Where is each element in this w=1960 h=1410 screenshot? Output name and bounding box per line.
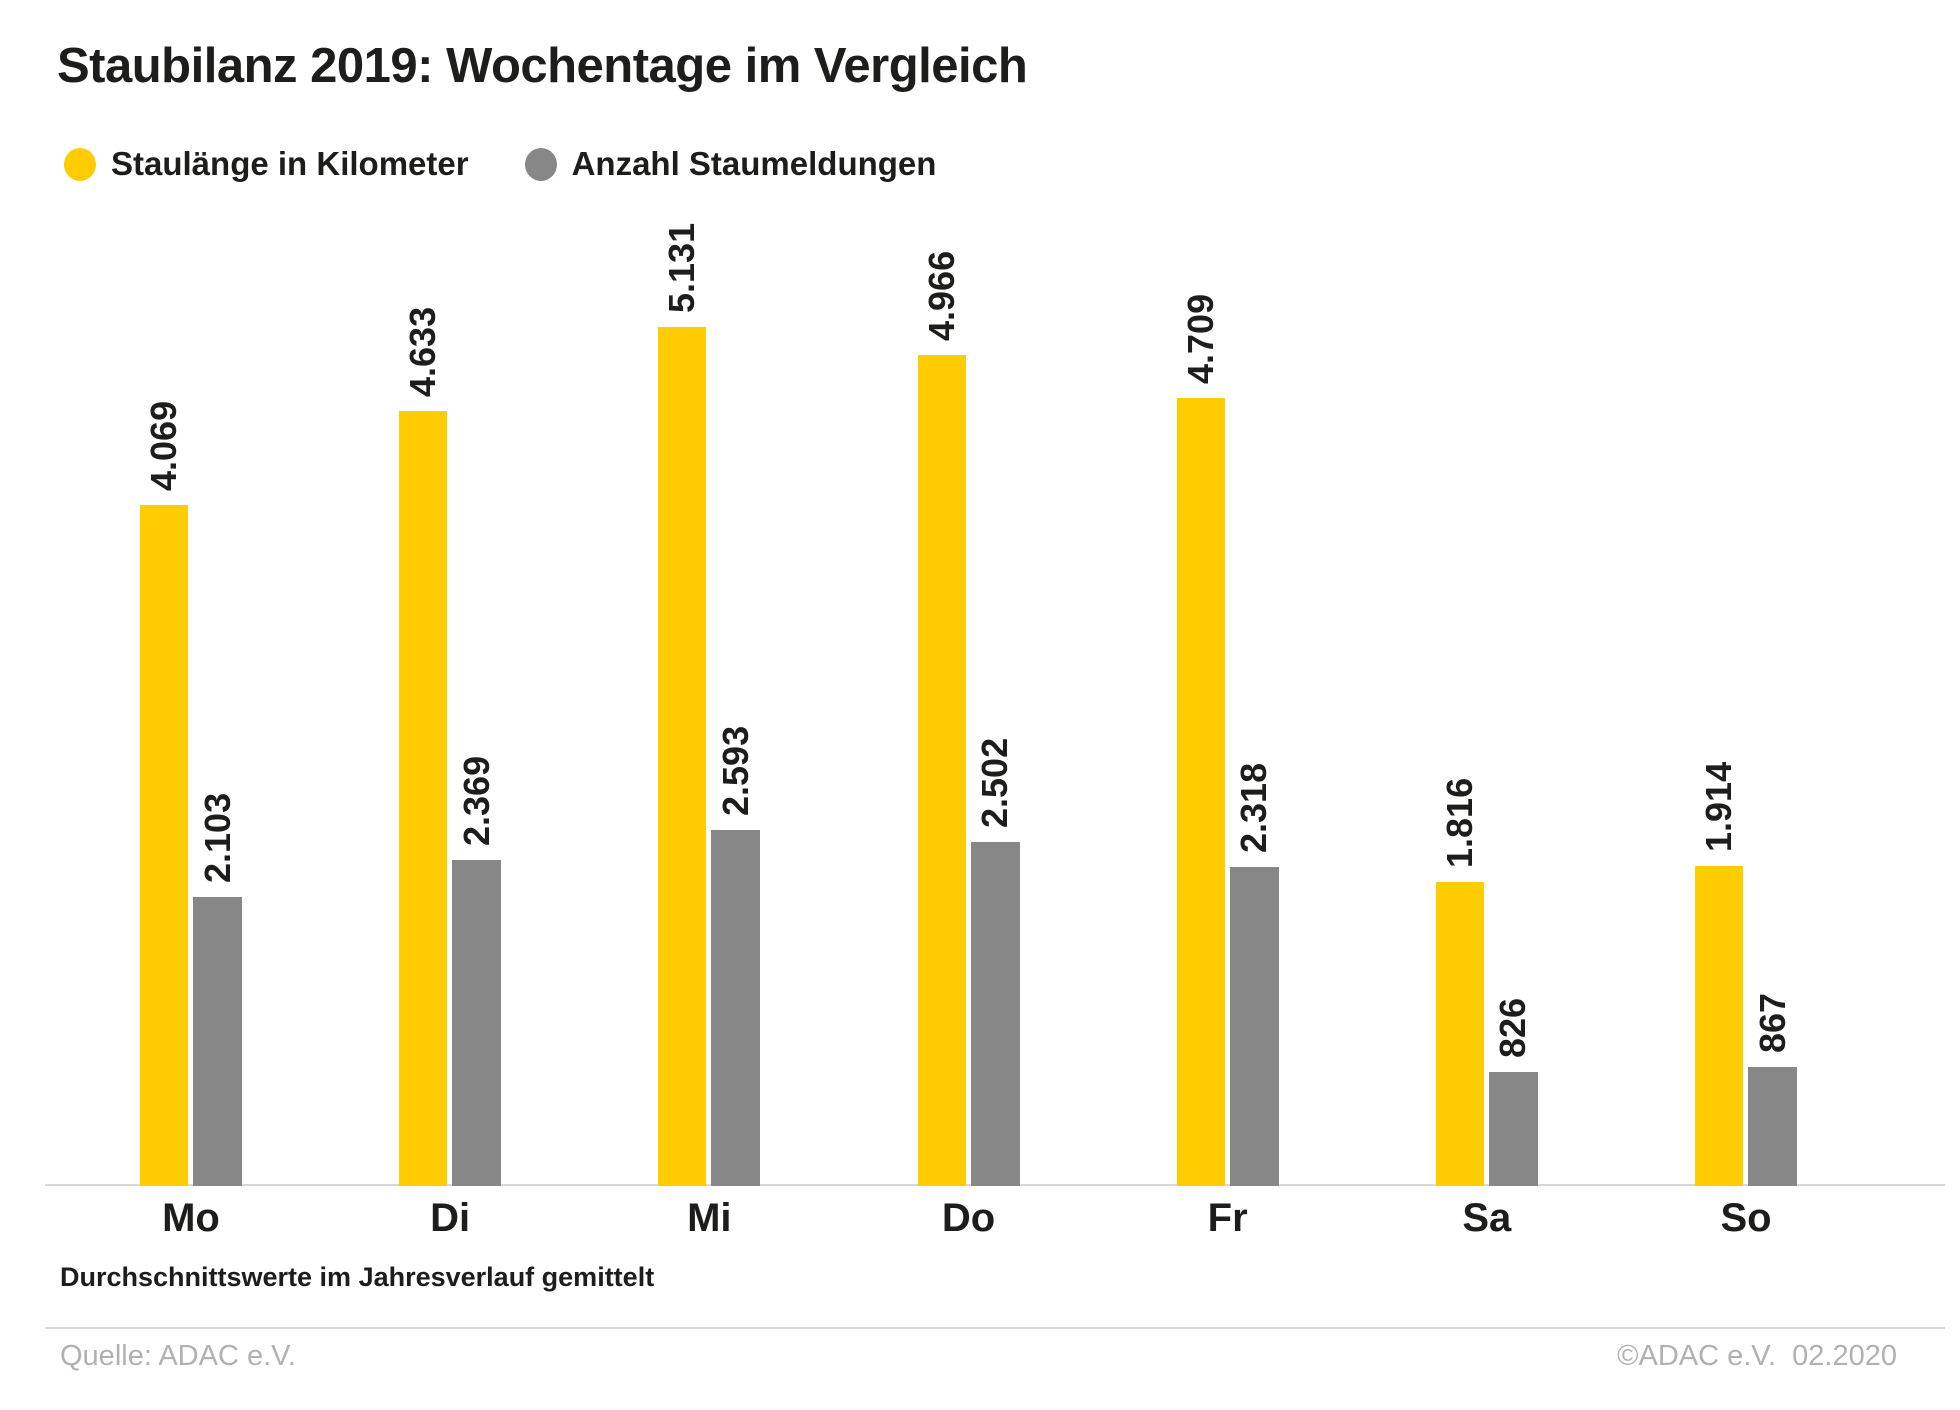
value-label-staumeldungen-di: 2.369 <box>455 755 497 846</box>
bar-staumeldungen-mo <box>193 897 242 1186</box>
x-axis-label-do: Do <box>941 1196 996 1240</box>
bar-staulaenge-sa <box>1435 882 1484 1186</box>
bar-staulaenge-do <box>917 355 966 1186</box>
value-label-staumeldungen-so: 867 <box>1751 992 1793 1053</box>
bar-staumeldungen-mi <box>711 830 761 1186</box>
bar-staulaenge-mo <box>140 505 188 1186</box>
bar-staumeldungen-so <box>1748 1067 1798 1186</box>
footer-separator-line <box>45 1327 1945 1329</box>
value-label-staumeldungen-do: 2.502 <box>974 737 1015 828</box>
footer-copyright: ©ADAC e.V. 02.2020 <box>1617 1340 1897 1372</box>
value-label-staumeldungen-mo: 2.103 <box>196 792 238 883</box>
legend-item-staumeldungen: Anzahl Staumeldungen <box>524 145 937 183</box>
value-label-staumeldungen-mi: 2.593 <box>714 725 756 816</box>
value-label-staulaenge-so: 1.914 <box>1698 761 1740 852</box>
gray-dot-icon <box>524 147 557 181</box>
bar-staulaenge-fr <box>1176 398 1225 1186</box>
bar-staumeldungen-fr <box>1229 867 1279 1186</box>
chart-footnote: Durchschnittswerte im Jahresverlauf gemi… <box>60 1262 655 1292</box>
x-axis-label-sa: Sa <box>1462 1196 1512 1240</box>
value-label-staulaenge-mo: 4.069 <box>143 400 184 491</box>
bar-staulaenge-so <box>1695 866 1744 1186</box>
legend-item-staulaenge: Staulänge in Kilometer <box>64 145 469 183</box>
value-label-staulaenge-fr: 4.709 <box>1179 293 1221 384</box>
value-label-staumeldungen-fr: 2.318 <box>1233 762 1275 853</box>
chart-title: Staubilanz 2019: Wochentage im Vergleich <box>57 39 1028 93</box>
yellow-dot-icon <box>64 147 96 181</box>
bar-staumeldungen-sa <box>1488 1072 1538 1186</box>
x-axis-label-so: So <box>1720 1196 1772 1240</box>
bar-staumeldungen-do <box>970 842 1020 1186</box>
x-axis-label-fr: Fr <box>1207 1196 1248 1240</box>
legend-label-staumeldungen: Anzahl Staumeldungen <box>571 145 937 182</box>
bar-staulaenge-mi <box>658 327 707 1186</box>
x-axis-label-mi: Mi <box>687 1196 732 1240</box>
legend: Staulänge in Kilometer Anzahl Staumeldun… <box>64 145 936 183</box>
value-label-staulaenge-di: 4.633 <box>402 306 444 397</box>
x-axis-label-di: Di <box>430 1196 471 1240</box>
value-label-staulaenge-mi: 5.131 <box>661 222 703 313</box>
footer-source: Quelle: ADAC e.V. <box>60 1340 296 1372</box>
value-label-staulaenge-do: 4.966 <box>920 250 962 341</box>
value-label-staulaenge-sa: 1.816 <box>1438 777 1480 868</box>
bar-staumeldungen-di <box>452 860 502 1186</box>
bar-staulaenge-di <box>399 411 448 1186</box>
x-axis-label-mo: Mo <box>162 1196 220 1240</box>
value-label-staumeldungen-sa: 826 <box>1492 997 1534 1058</box>
legend-label-staulaenge: Staulänge in Kilometer <box>111 145 469 182</box>
